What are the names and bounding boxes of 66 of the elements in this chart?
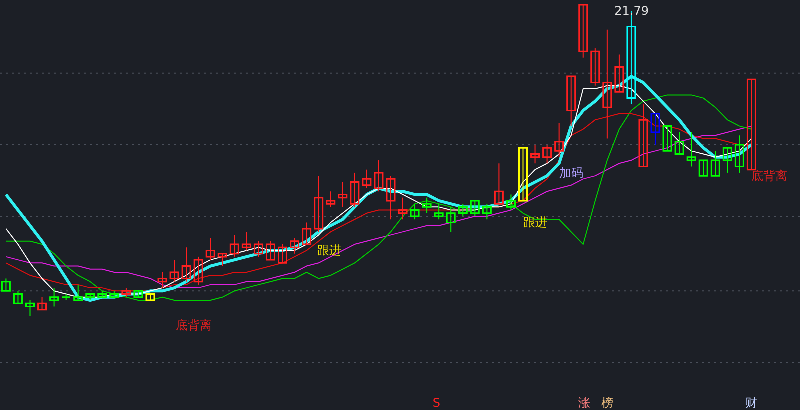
candlestick	[182, 247, 192, 282]
candlestick	[26, 300, 35, 317]
annotation: 跟进	[318, 244, 342, 258]
candlestick	[386, 176, 396, 220]
candlestick	[374, 160, 384, 192]
text: 榜	[601, 396, 614, 410]
candlestick	[614, 54, 624, 93]
candlestick	[362, 169, 372, 190]
candlestick	[422, 197, 432, 214]
candlestick	[38, 296, 48, 311]
annotation: 21.79	[614, 4, 649, 18]
annotation: 加码	[559, 166, 584, 180]
candlestick	[206, 238, 216, 261]
candlestick	[122, 288, 132, 298]
text: 底背离	[176, 318, 212, 332]
candlestick	[50, 288, 60, 308]
candlestick	[158, 272, 168, 289]
candlestick	[698, 160, 708, 177]
candlestick	[170, 260, 180, 282]
candlestick	[446, 206, 456, 233]
candlestick	[746, 78, 756, 171]
candlestick	[278, 244, 288, 264]
text: 财	[746, 396, 758, 410]
candlestick	[482, 204, 492, 220]
candlestick	[734, 135, 744, 174]
candlestick	[578, 4, 588, 58]
candlestick	[638, 104, 648, 168]
annotation: 跟进	[523, 216, 548, 230]
text: 涨	[578, 396, 591, 410]
candlestick	[230, 234, 240, 258]
candlestick	[470, 200, 480, 218]
candlestick	[722, 147, 732, 174]
candlestick	[398, 197, 408, 220]
candlestick	[314, 176, 324, 233]
candlestick	[350, 172, 360, 208]
candlestick	[674, 132, 684, 156]
candlestick	[254, 240, 264, 258]
candlestick	[1, 278, 11, 292]
candlestick	[302, 222, 312, 246]
candlestick	[410, 204, 420, 220]
candlestick	[290, 238, 300, 254]
candlestick	[338, 182, 348, 208]
candlestick	[242, 232, 252, 252]
candlestick	[566, 76, 576, 127]
candlestick	[218, 253, 228, 267]
candlestick	[530, 144, 540, 164]
candlestick	[458, 204, 468, 218]
candlestick	[13, 290, 23, 304]
candlestick	[74, 284, 84, 302]
candlestick	[266, 240, 276, 261]
candlestick	[518, 147, 528, 202]
annotation: 底背离	[752, 169, 788, 184]
candlestick	[602, 29, 612, 140]
text: S	[432, 396, 440, 410]
candlestick	[710, 150, 720, 177]
candlestick	[494, 163, 504, 205]
candlestick	[542, 144, 552, 164]
candlestick	[590, 48, 600, 86]
candlestick	[326, 191, 336, 208]
candlestick	[194, 256, 204, 286]
candlestick	[506, 194, 516, 211]
candlestick	[554, 122, 564, 158]
candlestick	[686, 132, 696, 168]
candlestick	[434, 204, 444, 220]
candlestick	[662, 126, 672, 152]
candlestick	[650, 113, 660, 146]
